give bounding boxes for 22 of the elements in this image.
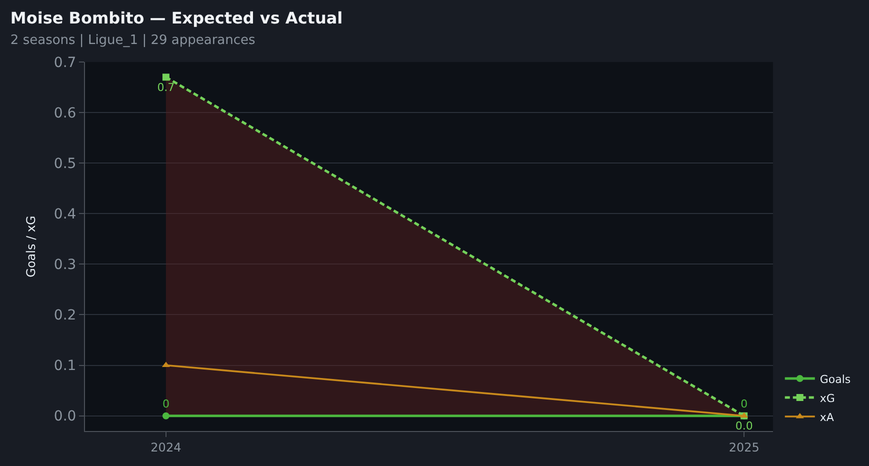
point: [162, 412, 170, 420]
y-tick-label: 0.2: [54, 308, 76, 324]
data-label: 0: [740, 398, 748, 411]
data-label: 0: [162, 398, 170, 411]
y-tick-label: 0.4: [54, 206, 76, 223]
data-label: 0.0: [735, 419, 753, 432]
x-tick-label: 2025: [728, 440, 760, 454]
y-tick-label: 0.6: [54, 105, 76, 122]
point: [162, 74, 170, 81]
legend-label: Goals: [820, 372, 851, 386]
x-tick-label: 2024: [150, 440, 182, 454]
y-tick-label: 0.3: [54, 257, 76, 274]
y-tick-label: 0.1: [54, 358, 76, 374]
chart-subtitle: 2 seasons | Ligue_1 | 29 appearances: [10, 33, 256, 48]
y-tick-label: 0.7: [54, 54, 76, 71]
y-tick-label: 0.0: [54, 408, 76, 425]
data-label: 0.7: [157, 80, 175, 94]
legend-label: xG: [820, 392, 835, 405]
legend-label: xA: [820, 410, 834, 424]
y-axis-title: Goals / xG: [24, 216, 38, 278]
y-tick-label: 0.5: [54, 156, 76, 172]
chart-title: Moise Bombito — Expected vs Actual: [10, 8, 343, 28]
